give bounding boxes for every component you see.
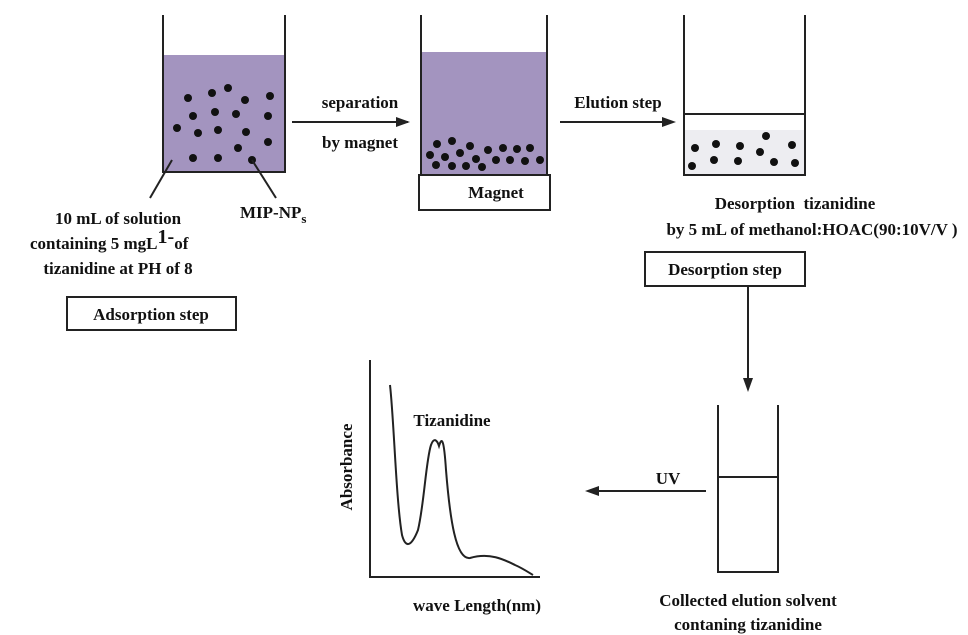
pointer <box>149 159 173 199</box>
beaker <box>162 15 286 173</box>
particles <box>173 84 274 164</box>
label: Magnet <box>468 183 524 202</box>
label: containing 5 mgL1-of <box>30 226 189 253</box>
arrowhead <box>396 117 410 127</box>
label: 10 mL of solution <box>55 209 182 228</box>
box <box>66 296 237 331</box>
label: Desorption tizanidine <box>715 194 876 213</box>
label: by magnet <box>322 133 398 152</box>
label: by 5 mL of methanol:HOAC(90:10V/V ) <box>666 220 957 239</box>
particles <box>426 137 544 171</box>
solution <box>163 55 285 172</box>
step-label: Adsorption step <box>93 305 209 324</box>
solution <box>421 52 547 175</box>
label: contaning tizanidine <box>674 615 822 634</box>
step-label: Desorption step <box>668 260 782 279</box>
box <box>644 251 806 287</box>
pointer <box>251 159 277 199</box>
axis-label: Absorbance <box>337 423 356 510</box>
label: tizanidine at PH of 8 <box>43 259 192 278</box>
arrowhead <box>662 117 676 127</box>
arrowhead <box>743 378 753 392</box>
axis-label: wave Length(nm) <box>413 596 541 615</box>
label: Collected elution solvent <box>659 591 837 610</box>
solution <box>684 130 805 175</box>
subscript: s <box>301 211 306 226</box>
label: UV <box>656 469 681 488</box>
superscript: 1- <box>158 226 175 248</box>
axes <box>369 360 540 578</box>
label: MIP-NP <box>240 203 301 222</box>
label: MIP-NPs <box>240 203 306 226</box>
spectrum-curve <box>389 384 534 576</box>
label: Elution step <box>574 93 661 112</box>
label: Tizanidine <box>413 411 491 430</box>
label: of <box>174 234 189 253</box>
beaker <box>717 405 779 573</box>
label: separation <box>322 93 399 112</box>
arrowhead <box>585 486 599 496</box>
beaker <box>683 15 806 176</box>
label: containing 5 mgL <box>30 234 158 253</box>
magnet-box <box>418 174 551 211</box>
particles <box>688 132 799 170</box>
